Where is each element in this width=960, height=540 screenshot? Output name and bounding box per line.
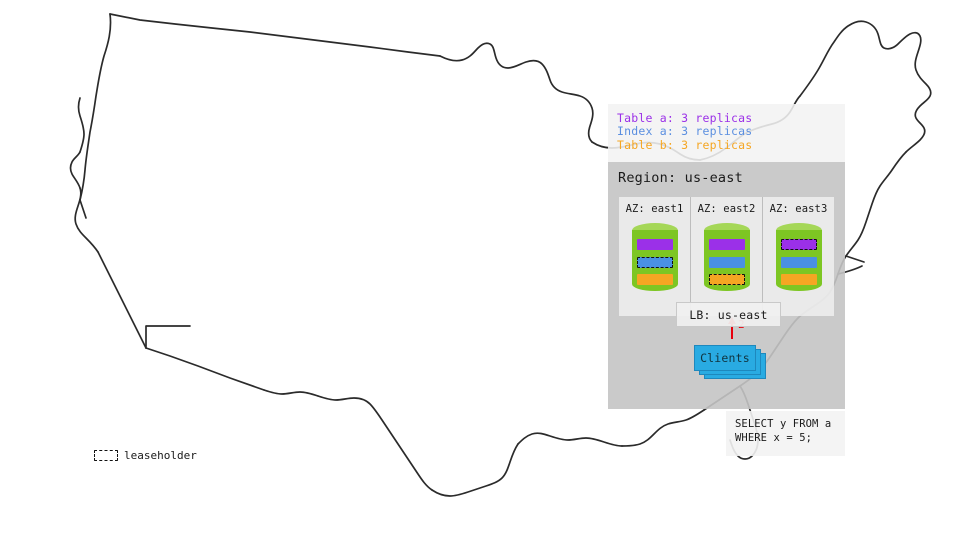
- range-stack-east1: [636, 239, 673, 285]
- sql-line-2: WHERE x = 5;: [735, 431, 813, 444]
- availability-zone-row: AZ: east1 AZ: east2: [619, 197, 834, 316]
- az-label-east2: AZ: east2: [697, 203, 756, 215]
- range-table-a-east1: [636, 239, 673, 250]
- range-table-a-east3: [780, 239, 817, 250]
- leaseholder-legend: leaseholder: [94, 449, 197, 462]
- replica-legend-line-table-b: Table b: 3 replicas: [617, 137, 753, 152]
- range-table-b-east1: [636, 274, 673, 285]
- range-table-b-east2: [708, 274, 745, 285]
- leaseholder-swatch-icon: [94, 450, 118, 461]
- availability-zone-east2[interactable]: AZ: east2: [691, 197, 763, 316]
- range-index-a-east2: [708, 256, 745, 268]
- database-node-east1[interactable]: [631, 223, 678, 291]
- clients-card-front[interactable]: Clients: [694, 345, 756, 371]
- clients-stack[interactable]: Clients: [694, 345, 768, 379]
- availability-zone-east3[interactable]: AZ: east3: [763, 197, 834, 316]
- region-title: Region: us-east: [618, 170, 743, 186]
- sql-query-box: SELECT y FROM a WHERE x = 5;: [726, 411, 845, 456]
- leaseholder-legend-label: leaseholder: [124, 449, 197, 462]
- load-balancer-label: LB: us-east: [689, 307, 768, 322]
- range-table-a-east2: [708, 239, 745, 250]
- arrow-shaft-icon: [731, 321, 733, 339]
- range-table-b-east3: [780, 274, 817, 285]
- replica-legend-line-table-a: Table a: 3 replicas: [617, 111, 753, 125]
- availability-zone-east1[interactable]: AZ: east1: [619, 197, 691, 316]
- replica-legend-line-index-a: Index a: 3 replicas: [617, 124, 753, 139]
- load-balancer-box[interactable]: LB: us-east: [676, 302, 781, 327]
- clients-label: Clients: [700, 351, 750, 365]
- replica-legend-box: Table a: 3 replicas Index a: 3 replicas …: [608, 104, 845, 162]
- range-index-a-east3: [780, 256, 817, 268]
- range-stack-east2: [708, 239, 745, 285]
- az-label-east3: AZ: east3: [769, 203, 828, 215]
- sql-line-1: SELECT y FROM a: [735, 418, 832, 430]
- database-node-east2[interactable]: [703, 223, 750, 291]
- database-node-east3[interactable]: [775, 223, 822, 291]
- az-label-east1: AZ: east1: [625, 203, 684, 215]
- range-stack-east3: [780, 239, 817, 285]
- range-index-a-east1: [636, 256, 673, 268]
